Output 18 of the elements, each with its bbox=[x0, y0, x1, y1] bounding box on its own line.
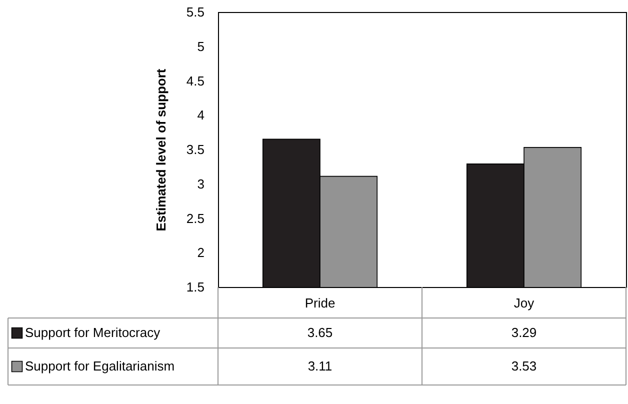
data-label: 3.53 bbox=[511, 358, 537, 374]
y-tick-label: 1.5 bbox=[186, 280, 204, 294]
data-label: 3.65 bbox=[307, 325, 333, 340]
legend-label: Support for Meritocracy bbox=[25, 325, 161, 340]
y-tick-label: 2 bbox=[197, 245, 204, 260]
data-label: 3.11 bbox=[308, 358, 332, 374]
x-tick-label: Joy bbox=[514, 296, 535, 310]
legend-label: Support for Egalitarianism bbox=[25, 358, 175, 374]
y-tick-label: 3.5 bbox=[186, 142, 204, 157]
y-tick-label: 3 bbox=[197, 176, 204, 192]
y-tick-label: 5.5 bbox=[186, 4, 204, 20]
y-tick-label: 4.5 bbox=[186, 73, 204, 88]
data-label: 3.29 bbox=[511, 325, 537, 340]
y-tick-label: 4 bbox=[197, 108, 204, 123]
y-axis-title: Estimated level of support bbox=[153, 68, 168, 232]
y-tick-label: 2.5 bbox=[186, 210, 204, 226]
x-tick-label: Pride bbox=[304, 296, 336, 310]
y-tick-label: 5 bbox=[197, 38, 204, 54]
